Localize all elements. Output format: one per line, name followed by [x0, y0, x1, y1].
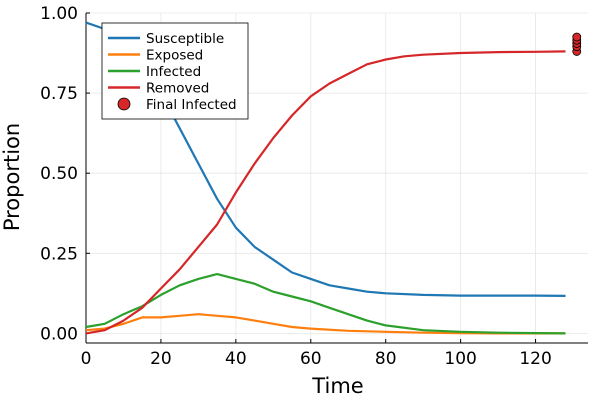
x-axis-label: Time: [311, 374, 363, 398]
x-tick-label: 80: [375, 349, 397, 369]
y-tick-label: 0.25: [40, 244, 78, 264]
legend-label-exposed: Exposed: [146, 48, 203, 64]
x-tick-label: 100: [444, 349, 476, 369]
legend-label-infected: Infected: [146, 64, 201, 80]
y-tick-label: 0.75: [40, 84, 78, 104]
y-tick-label: 1.00: [40, 4, 78, 24]
tick-labels: 0 20 40 60 80 100 120 0.00 0.25 0.50 0.75 1.00: [40, 4, 552, 369]
legend-label-susceptible: Susceptible: [146, 31, 224, 47]
legend-label-removed: Removed: [146, 81, 209, 97]
x-tick-label: 40: [225, 349, 247, 369]
series-line-exposed: [85, 313, 566, 335]
series-line-removed: [85, 50, 566, 335]
x-tick-label: 60: [300, 349, 322, 369]
legend-label-final-infected: Final Infected: [146, 97, 237, 113]
x-tick-label: 120: [519, 349, 551, 369]
point-final-infected: [572, 32, 582, 42]
axes: [85, 12, 588, 344]
x-tick-label: 20: [150, 349, 172, 369]
y-axis-label: Proportion: [0, 123, 24, 231]
legend-marker-final-infected: [117, 97, 131, 111]
y-tick-label: 0.50: [40, 164, 78, 184]
y-tick-label: 0.00: [40, 324, 78, 344]
x-tick-label: 0: [81, 349, 92, 369]
